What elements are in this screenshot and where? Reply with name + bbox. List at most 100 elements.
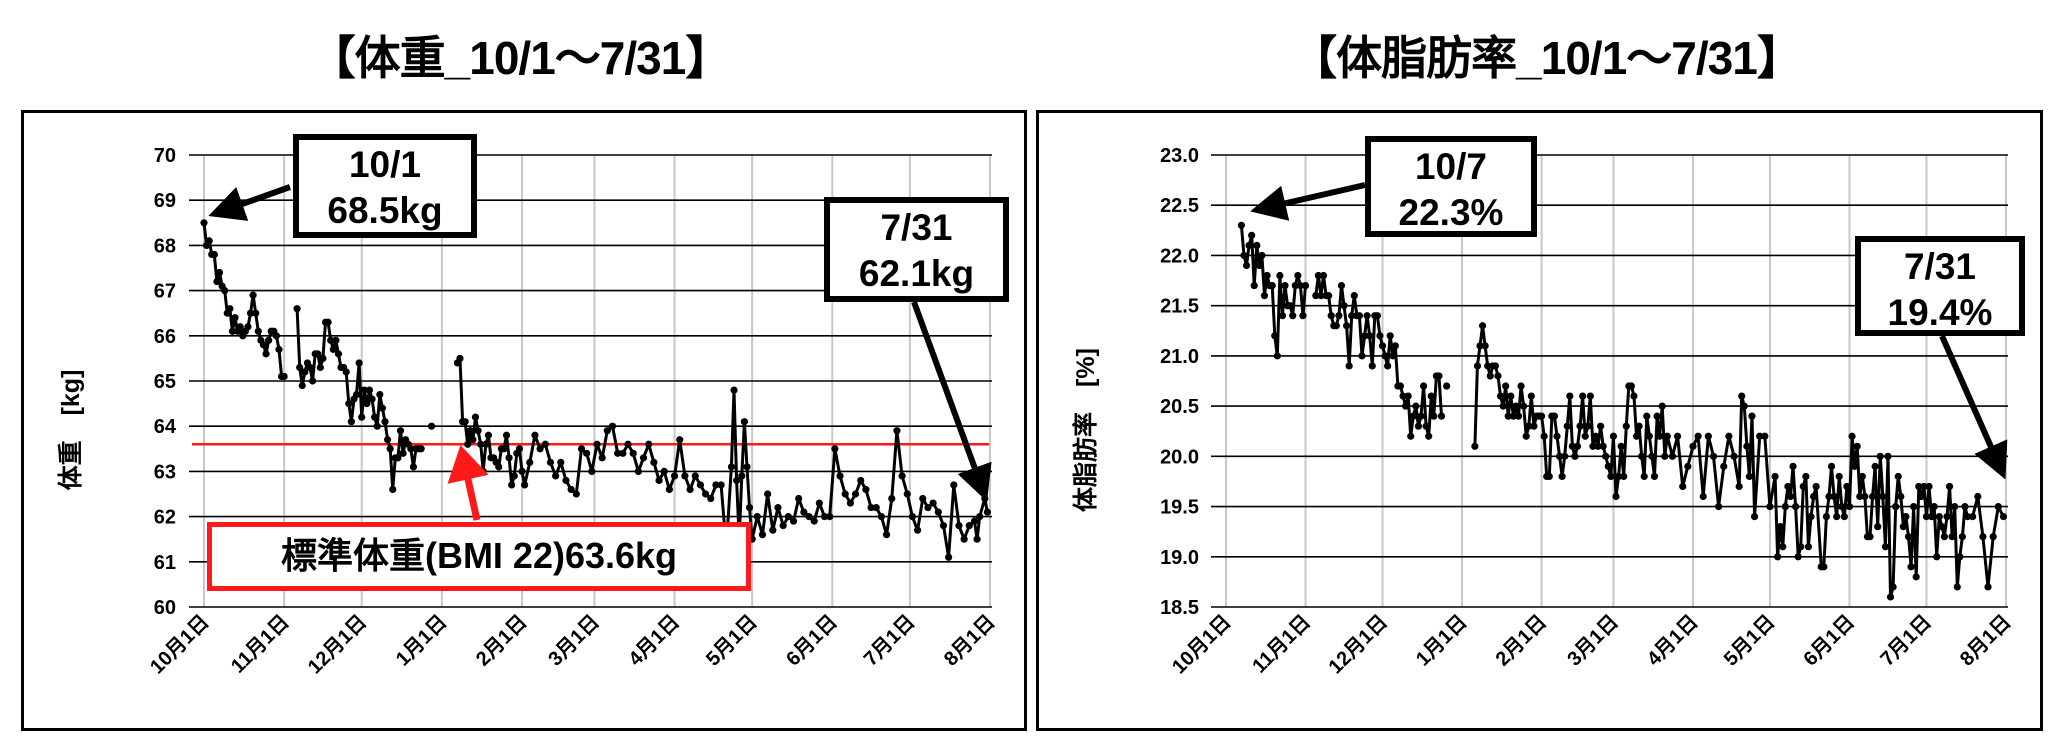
weight-data-point [518, 467, 526, 475]
weight-data-point [471, 413, 480, 421]
weight-data-point [521, 481, 529, 489]
fat-data-point [1602, 452, 1610, 460]
weight-data-point [634, 467, 642, 475]
weight-data-point [221, 287, 229, 295]
fat-data-point [1650, 472, 1659, 481]
weight-data-point [836, 472, 844, 480]
weight-data-point [914, 526, 922, 534]
fat-data-point [1512, 402, 1520, 410]
fat-data-point [1833, 513, 1841, 521]
fat-data-point [1263, 271, 1271, 280]
weight-data-point [614, 449, 622, 457]
fat-data-point [1881, 543, 1890, 551]
fat-data-point [1940, 533, 1949, 541]
fat-data-point [1319, 271, 1328, 280]
weight-data-point [389, 485, 397, 494]
fat-data-point [1645, 432, 1653, 440]
fat-data-point [1748, 412, 1756, 420]
weight-data-point [701, 490, 710, 498]
fat-data-point [1871, 462, 1879, 470]
weight-data-point [645, 440, 653, 448]
fat-data-point [1843, 482, 1851, 491]
fat-data-point [1591, 432, 1600, 440]
weight-data-point [976, 513, 984, 521]
weight-data-point [593, 440, 601, 448]
fat-data-point [1571, 452, 1579, 460]
weight-data-point [316, 363, 324, 372]
fat-data-point [1792, 502, 1800, 511]
weight-data-point [908, 513, 917, 521]
fat-data-point [1248, 231, 1256, 239]
fat-data-point [1527, 392, 1535, 400]
fat-data-point [1291, 281, 1299, 290]
fat-data-point [1730, 452, 1738, 460]
fat-data-point [1363, 312, 1371, 320]
fat-data-point [1481, 342, 1489, 350]
fat-data-point [1476, 342, 1484, 350]
fat-data-point [1861, 492, 1869, 501]
fat-data-point [1720, 462, 1728, 470]
fat-data-point [1409, 412, 1417, 420]
fat-data-point [1391, 342, 1399, 350]
fat-data-point [1301, 281, 1310, 290]
fat-data-point [1994, 502, 2002, 511]
fat-data-point [1399, 392, 1407, 400]
weight-data-point [495, 463, 503, 471]
fat-data-point [1496, 392, 1505, 400]
fat-data-point [1897, 492, 1905, 501]
weight-data-point [308, 377, 317, 385]
weight-data-point [329, 345, 337, 353]
fat-x-tick-label: 10月1日 [1168, 611, 1235, 678]
weight-data-point [893, 427, 901, 435]
weight-y-tick-label: 66 [154, 326, 176, 348]
fat-data-point [1963, 513, 1972, 521]
fat-data-point [1278, 312, 1287, 320]
weight-data-point [236, 323, 244, 331]
weight-data-point [681, 472, 689, 480]
weight-data-point [210, 250, 218, 259]
fat-data-point [1561, 452, 1569, 460]
weight-data-point [717, 481, 725, 489]
weight-data-point [588, 467, 596, 475]
fat-data-point [1694, 432, 1702, 440]
fat-data-point [1443, 382, 1451, 390]
fat-data-point [1658, 402, 1666, 410]
fat-data-point [1848, 432, 1856, 440]
weight-data-point [660, 467, 668, 475]
fat-data-point [1715, 502, 1723, 511]
weight-data-point [939, 522, 948, 530]
weight-y-tick-label: 68 [154, 235, 176, 257]
fat-data-point [1943, 513, 1951, 521]
fat-data-point [1589, 442, 1597, 450]
weight-data-point [510, 472, 518, 480]
fat-data-point [1802, 472, 1810, 481]
fat-data-point [1704, 432, 1712, 440]
fat-data-point [1478, 322, 1487, 330]
fat-data-point [1750, 513, 1759, 521]
fat-y-tick-label: 21.0 [1160, 346, 1199, 368]
fat-data-point [1597, 422, 1605, 430]
weight-data-point [753, 513, 761, 521]
fat-data-point [1951, 502, 1959, 511]
weight-data-point [676, 436, 684, 444]
fat-data-point [1838, 502, 1846, 511]
fat-data-point [1917, 492, 1925, 501]
fat-data-point [1296, 281, 1305, 290]
fat-data-point [1594, 442, 1602, 450]
fat-x-tick-label: 5月1日 [1720, 611, 1780, 671]
fat-data-point [1856, 492, 1864, 501]
fat-data-point [1899, 523, 1907, 531]
weight-end-callout: 7/31 62.1kg [824, 197, 1009, 302]
weight-data-point [743, 463, 751, 471]
fat-data-point [1781, 502, 1789, 511]
fat-data-point [1435, 372, 1443, 380]
fat-end-callout: 7/31 19.4% [1855, 236, 2025, 336]
weight-data-point [810, 517, 818, 525]
fat-data-point [1743, 442, 1751, 450]
fat-data-point [1922, 513, 1931, 521]
weight-data-point [877, 513, 886, 521]
fat-data-point [1563, 422, 1571, 430]
fat-data-point [1389, 352, 1397, 360]
fat-data-point [1938, 523, 1946, 531]
weight-data-point [707, 494, 715, 503]
